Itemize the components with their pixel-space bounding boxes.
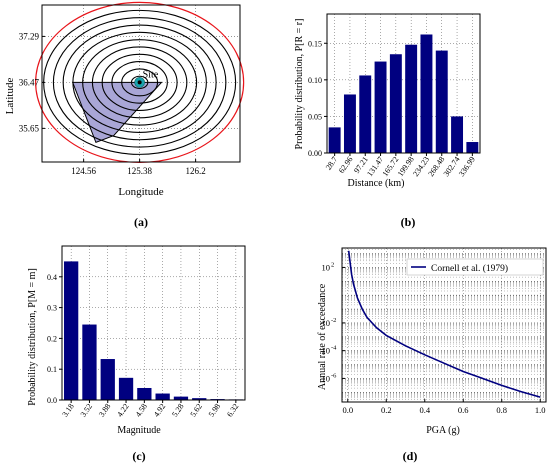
panel-d-hazard-curve: PGA (g) Annual rate of exceedance (d) Co… — [317, 247, 547, 463]
panel-a-xlabel: Longitude — [118, 186, 163, 198]
panel-c-bar — [137, 387, 152, 400]
panel-a-ytick-label: 35.65 — [19, 123, 40, 133]
hazard-curve-line — [347, 250, 541, 398]
panel-d-xtick-label: 1.0 — [535, 405, 546, 415]
panel-c-xtick-label: 3.88 — [97, 402, 112, 419]
distance-ring — [111, 61, 168, 104]
panel-c-xtick-label: 3.52 — [79, 402, 94, 419]
panel-d-ytick-label: 10 — [322, 373, 331, 383]
panel-d-ytick-label: 10 — [322, 346, 331, 356]
panel-c-bar — [82, 324, 97, 400]
distance-ring — [121, 68, 159, 97]
panel-b-distance-chart: Distance (km) Probability distribution, … — [294, 13, 481, 229]
panel-b-bar — [359, 75, 372, 153]
panel-c-xtick-label: 4.22 — [115, 402, 130, 419]
panel-b-bar — [466, 142, 479, 153]
panel-c-bar — [155, 393, 170, 400]
panel-b-xtick-label: 336.99 — [457, 155, 477, 178]
panel-b-ytick-label: 0.00 — [308, 149, 322, 158]
panel-c-xtick-label: 5.98 — [207, 402, 222, 419]
panel-c-xtick-label: 4.58 — [134, 402, 149, 419]
panel-c-ytick-label: 0.3 — [47, 304, 57, 313]
panel-a-frame — [41, 4, 241, 163]
panel-b-bar — [420, 34, 433, 154]
distance-ring — [62, 24, 217, 141]
panel-c-bar — [118, 377, 134, 400]
panel-d-caption: (d) — [403, 449, 418, 463]
panel-d-xlabel: PGA (g) — [426, 425, 460, 436]
panel-a-ytick-label: 36.47 — [19, 77, 40, 87]
panel-d-xtick-label: 0.0 — [342, 405, 353, 415]
panel-b-xlabel: Distance (km) — [348, 178, 405, 189]
panel-c-xtick-label: 4.92 — [152, 402, 167, 419]
distance-ring — [101, 53, 178, 112]
panel-d-legend: Cornell et al. (1979) — [406, 258, 544, 276]
panel-b-caption: (b) — [401, 215, 416, 229]
panel-b-ylabel: Probability distribution, P[R = r] — [294, 19, 305, 150]
panel-d-ytick-exponent: -4 — [331, 345, 337, 352]
panel-c-ylabel: Probability distribution, P[M = m] — [27, 268, 38, 406]
panel-c-caption: (c) — [132, 449, 145, 463]
panel-d-xtick-label: 0.4 — [419, 405, 430, 415]
panel-d-frame — [341, 247, 547, 403]
panel-b-ytick-label: 0.05 — [308, 112, 322, 121]
panel-d-xtick-label: 0.6 — [458, 405, 469, 415]
distance-ring — [91, 46, 188, 119]
panel-a-xtick-label: 124.56 — [71, 166, 96, 176]
panel-c-bar — [64, 261, 79, 400]
panel-b-ytick-label: 0.15 — [308, 39, 322, 48]
panel-c-ytick-label: 0.2 — [47, 334, 57, 343]
panel-c-xtick-label: 5.28 — [170, 402, 185, 419]
panel-b-bar — [328, 127, 341, 153]
panel-c-magnitude-chart: Magnitude Probability distribution, P[M … — [27, 245, 246, 463]
panel-c-ytick-label: 0.1 — [47, 365, 57, 374]
panel-b-xtick-label: 62.96 — [337, 155, 355, 175]
panel-c-ytick-label: 0.4 — [47, 273, 57, 282]
panel-b-bar — [343, 94, 356, 153]
panel-a-caption: (a) — [134, 215, 148, 229]
panel-c-xtick-label: 3.18 — [60, 402, 75, 419]
panel-c-bar — [192, 398, 207, 400]
panel-c-ytick-label: 0.0 — [47, 396, 57, 405]
panel-d-ytick-label: 10 — [322, 318, 331, 328]
panel-d-ylabel: Annual rate of exceedance — [317, 283, 328, 390]
panel-d-xtick-label: 0.8 — [496, 405, 507, 415]
panel-b-bar — [451, 116, 464, 153]
site-marker-center — [137, 80, 142, 85]
panel-a-ytick-label: 37.29 — [19, 31, 40, 41]
panel-b-bar — [374, 61, 387, 154]
legend-box — [406, 258, 544, 276]
panel-a-map: Longitude Latitude (a) Site 124.56 125.38 1… — [4, 1, 245, 229]
panel-d-xtick-label: 0.2 — [381, 405, 392, 415]
panel-a-xtick-label: 125.38 — [127, 166, 152, 176]
panel-a-ylabel: Latitude — [4, 78, 16, 115]
panel-d-ytick-exponent: -6 — [331, 372, 337, 379]
panel-c-bar — [100, 359, 115, 400]
distance-ring — [52, 17, 227, 148]
distance-ring — [72, 31, 207, 133]
panel-c-xlabel: Magnitude — [117, 425, 161, 436]
distance-ring — [130, 75, 149, 90]
panel-b-bar — [435, 50, 448, 153]
panel-b-ytick-label: 0.10 — [308, 76, 322, 85]
panel-b-bar — [405, 44, 418, 153]
panel-d-ytick-exponent: 2 — [331, 261, 334, 268]
panel-d-ytick-label: 10 — [322, 262, 331, 272]
distance-ring — [82, 39, 198, 126]
panel-c-xtick-label: 6.32 — [225, 402, 240, 419]
legend-label: Cornell et al. (1979) — [431, 263, 508, 274]
panel-d-ytick-exponent: -2 — [331, 317, 336, 324]
site-label: Site — [143, 69, 159, 80]
panel-a-xtick-label: 126.2 — [185, 166, 205, 176]
panel-c-bar — [173, 396, 189, 400]
panel-c-frame — [61, 245, 246, 401]
panel-c-xtick-label: 5.62 — [188, 402, 203, 419]
panel-b-bar — [389, 54, 402, 153]
panel-b-frame — [326, 13, 481, 154]
